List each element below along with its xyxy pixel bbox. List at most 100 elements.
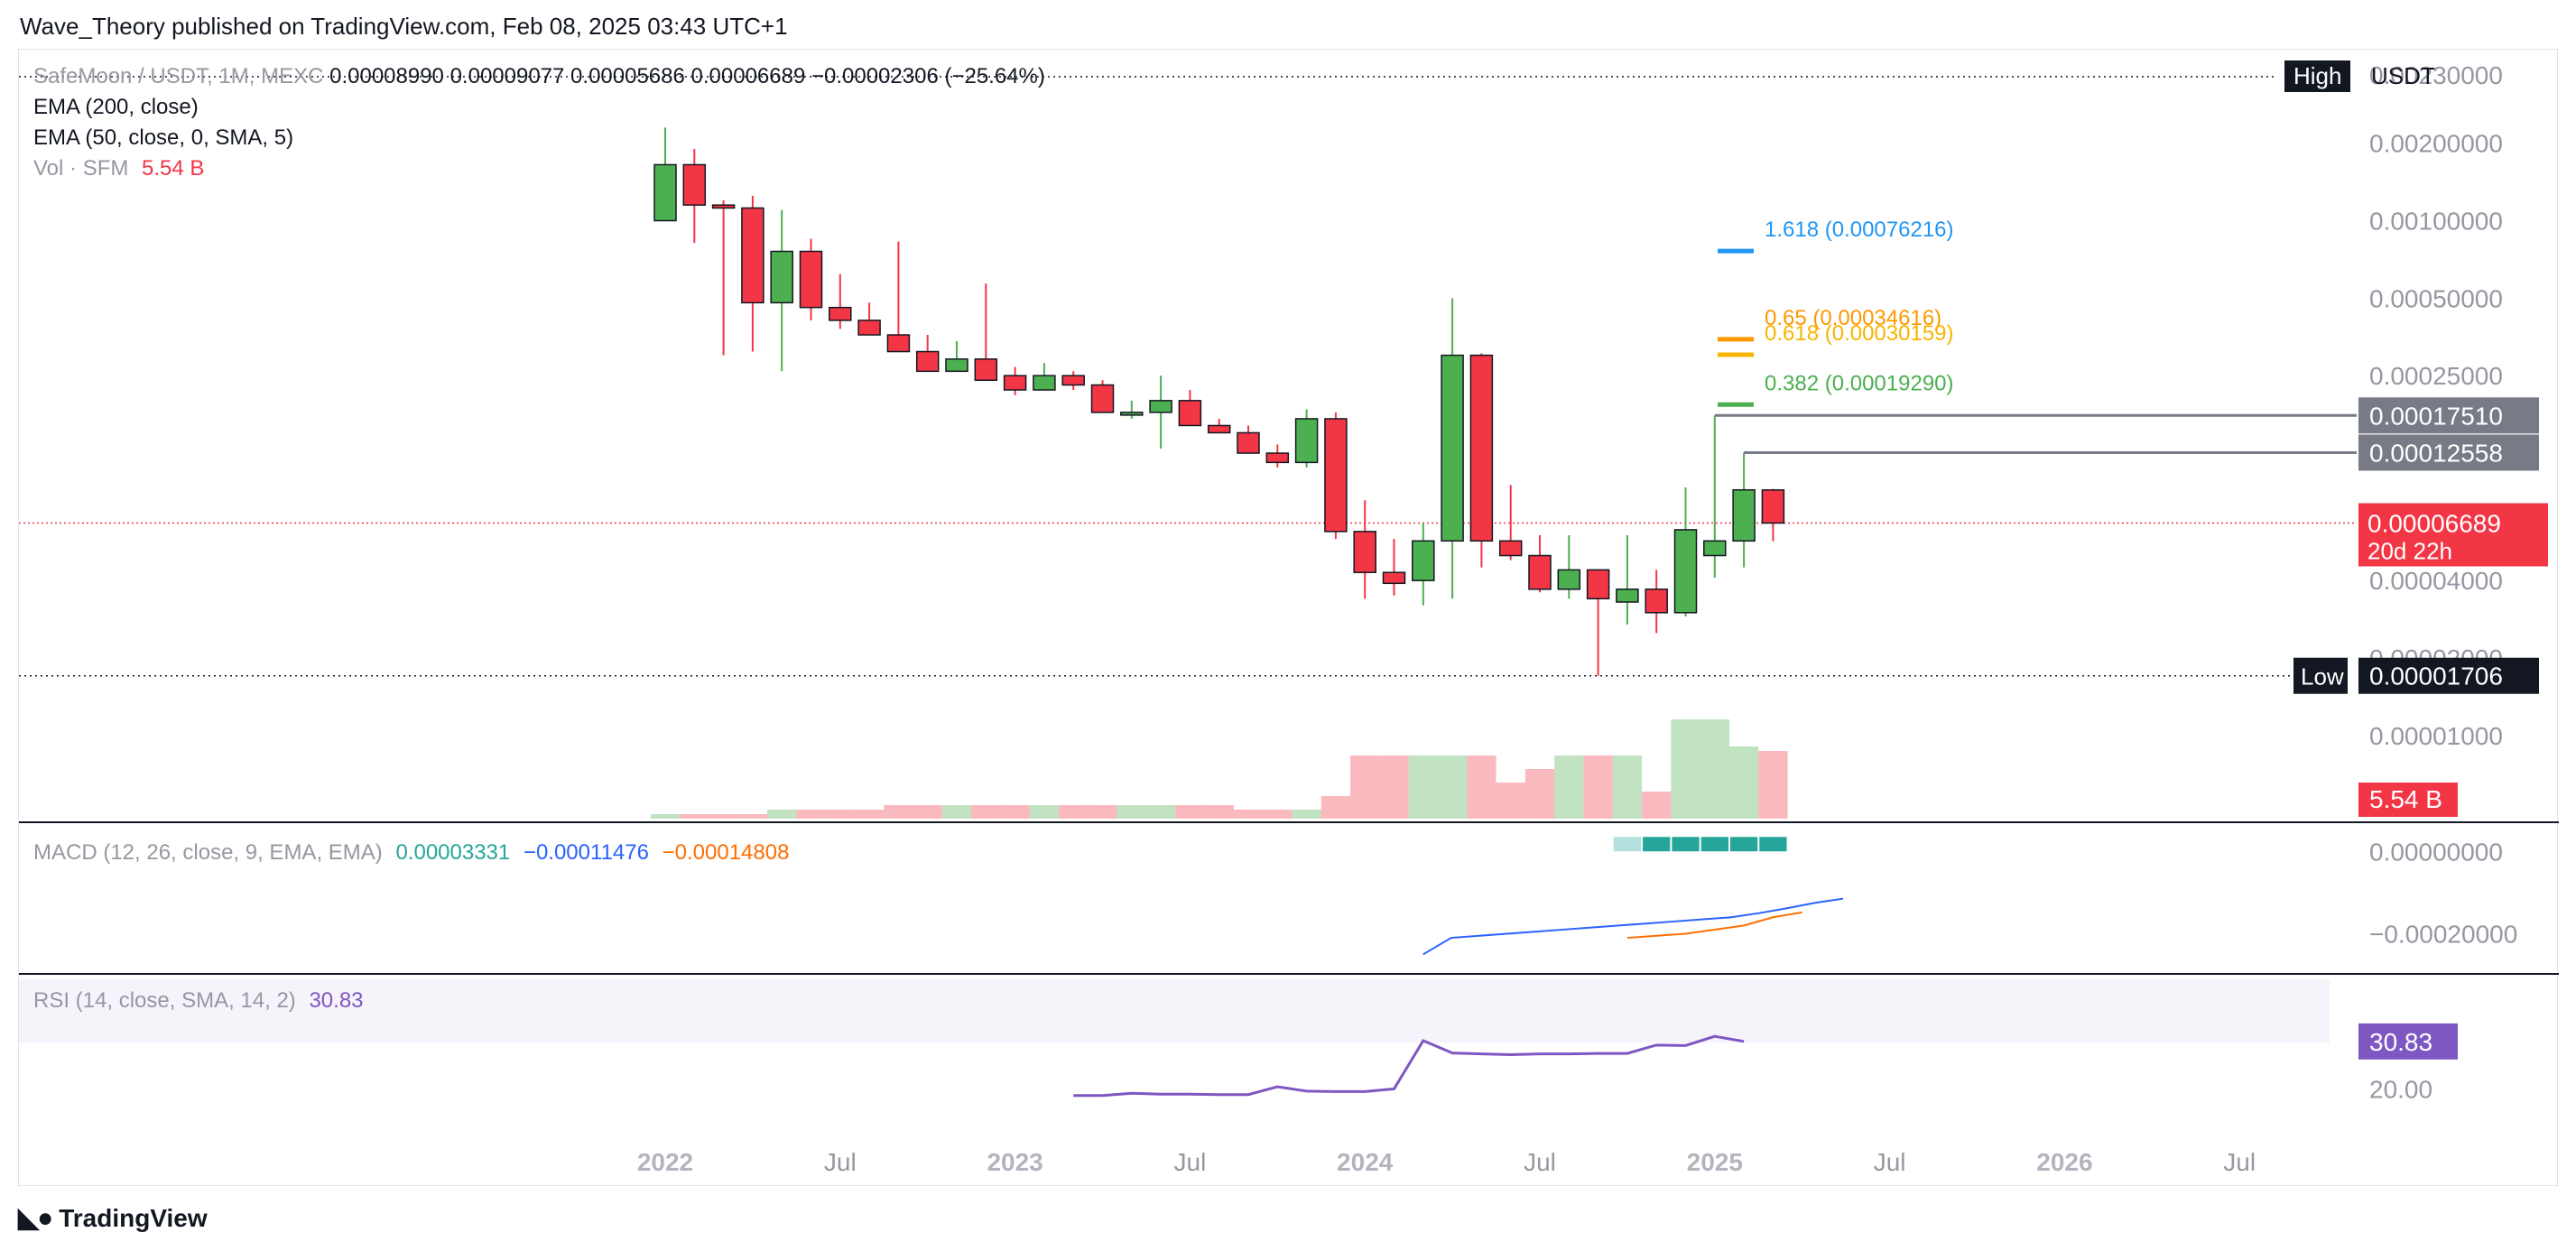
volume-bar — [1088, 805, 1117, 819]
macd-histogram-bar — [1729, 837, 1758, 852]
ohlc-low: 0.00005686 — [570, 64, 685, 88]
macd-hist-value: 0.00003331 — [395, 840, 511, 865]
candle-body — [1732, 488, 1756, 542]
candle-body — [1090, 384, 1115, 413]
volume-bar — [1320, 796, 1351, 819]
time-axis-label: Jul — [2223, 1148, 2256, 1176]
time-axis-label: 2026 — [2036, 1148, 2092, 1176]
time-axis-label: 2022 — [637, 1148, 693, 1176]
ohlc-high: 0.00009077 — [449, 64, 565, 88]
currency-button[interactable]: USDT — [2371, 62, 2435, 89]
macd-signal-value: −0.00014808 — [662, 840, 790, 865]
candle-body — [1033, 375, 1056, 391]
time-axis-label: Jul — [1524, 1148, 1556, 1176]
volume-bar — [709, 814, 738, 819]
last-price-tag — [2358, 503, 2548, 567]
candle-body — [886, 334, 911, 353]
volume-bar — [767, 810, 797, 819]
chart-canvas[interactable]: 1.618 (0.00076216) 0.65 (0.00034616)0.618… — [19, 50, 2559, 1187]
rsi-line — [1073, 1034, 1745, 1098]
volume-bar — [854, 810, 885, 819]
candle-body — [1586, 569, 1610, 600]
last-price-label: 0.00006689 — [2368, 509, 2501, 537]
candle-body — [770, 250, 793, 304]
time-axis-label: 2023 — [987, 1148, 1042, 1176]
ema50-legend[interactable]: EMA (50, close, 0, SMA, 5) — [33, 125, 294, 150]
volume-value: 5.54 B — [142, 156, 205, 181]
volume-bar — [1408, 755, 1438, 819]
time-axis-label: Jul — [1874, 1148, 1906, 1176]
volume-bar — [913, 805, 942, 819]
candle-body — [1498, 540, 1523, 557]
volume-bar — [941, 805, 972, 819]
time-axis-label: 2024 — [1337, 1148, 1394, 1176]
volume-bar — [1671, 719, 1700, 819]
fib-level-label: 0.618 (0.00030159) — [1765, 321, 1954, 346]
candle-body — [974, 358, 998, 381]
ohlc-close: 0.00006689 — [690, 64, 806, 88]
candle-body — [1207, 424, 1231, 434]
candle-body — [1149, 400, 1172, 413]
low-label-box — [2293, 657, 2348, 694]
resistance-tag-label: 0.00012558 — [2369, 439, 2503, 467]
volume-bar — [1029, 805, 1060, 819]
volume-bar — [796, 810, 826, 819]
volume-bar — [1292, 810, 1321, 819]
rsi-legend[interactable]: RSI (14, close, SMA, 14, 2) 30.83 — [33, 988, 364, 1014]
candle-body — [915, 350, 940, 373]
volume-bar — [1642, 792, 1672, 819]
candle-body — [1265, 452, 1290, 464]
tradingview-logo[interactable]: ◣● TradingView — [18, 1202, 208, 1234]
price-axis-label: 0.00001000 — [2369, 722, 2503, 750]
macd-histogram-bar — [1759, 837, 1787, 852]
ohlc-change: −0.00002306 (−25.64%) — [811, 64, 1045, 88]
volume-bar — [1728, 746, 1759, 819]
fib-level-label: 0.382 (0.00019290) — [1765, 371, 1954, 395]
volume-bar — [650, 814, 681, 819]
candle-body — [653, 163, 677, 222]
volume-bar — [1612, 755, 1643, 819]
resistance-tag — [2358, 397, 2539, 434]
fib-level-label: 1.618 (0.00076216) — [1765, 218, 1954, 242]
candle-body — [1353, 531, 1376, 573]
macd-line — [1422, 897, 1844, 956]
price-axis-label: 0.00025000 — [2369, 362, 2503, 390]
price-axis-label: 0.00004000 — [2369, 567, 2503, 595]
volume-bar — [1000, 805, 1030, 819]
tradingview-brand: TradingView — [59, 1203, 208, 1232]
symbol-name[interactable]: SafeMoon / USDT, 1M, MEXC — [33, 64, 324, 88]
price-axis-label: 0.00050000 — [2369, 284, 2503, 312]
candle-body — [711, 204, 736, 209]
publisher-line: Wave_Theory published on TradingView.com… — [20, 13, 788, 40]
ema200-legend[interactable]: EMA (200, close) — [33, 95, 199, 119]
macd-axis-label: −0.00020000 — [2369, 921, 2517, 949]
candle-body — [1382, 571, 1406, 585]
candle-body — [1178, 400, 1202, 427]
candle-body — [1412, 540, 1435, 581]
volume-bar — [1583, 755, 1613, 819]
rsi-axis-label: 20.00 — [2369, 1075, 2432, 1103]
macd-label: MACD (12, 26, close, 9, EMA, EMA) — [33, 840, 383, 865]
price-axis-label: 0.00230000 — [2369, 61, 2503, 89]
chart-frame[interactable]: 1.618 (0.00076216) 0.65 (0.00034616) 0.618… — [18, 49, 2559, 1187]
time-axis-label: 2025 — [1687, 1148, 1743, 1176]
volume-bar — [1204, 805, 1234, 819]
candle-body — [1557, 569, 1581, 590]
macd-legend[interactable]: MACD (12, 26, close, 9, EMA, EMA) 0.0000… — [33, 840, 789, 866]
volume-bar — [1175, 805, 1205, 819]
volume-bar — [1437, 755, 1468, 819]
volume-bar — [1524, 769, 1555, 819]
volume-bar — [1496, 783, 1525, 819]
low-label: Low — [2301, 663, 2344, 690]
volume-label: Vol · SFM — [33, 156, 129, 181]
candle-body — [1441, 354, 1464, 542]
fib-level-label: 0.65 (0.00034616) — [1765, 306, 1941, 330]
high-button[interactable]: High — [2284, 60, 2351, 92]
rsi-value-tag-label: 30.83 — [2369, 1028, 2432, 1056]
macd-signal-line — [1626, 911, 1802, 940]
volume-bar — [825, 810, 855, 819]
volume-tag — [2358, 783, 2458, 817]
macd-histogram-bar — [1672, 837, 1700, 852]
volume-legend[interactable]: Vol · SFM 5.54 B — [33, 156, 204, 181]
candle-body — [1761, 489, 1785, 524]
